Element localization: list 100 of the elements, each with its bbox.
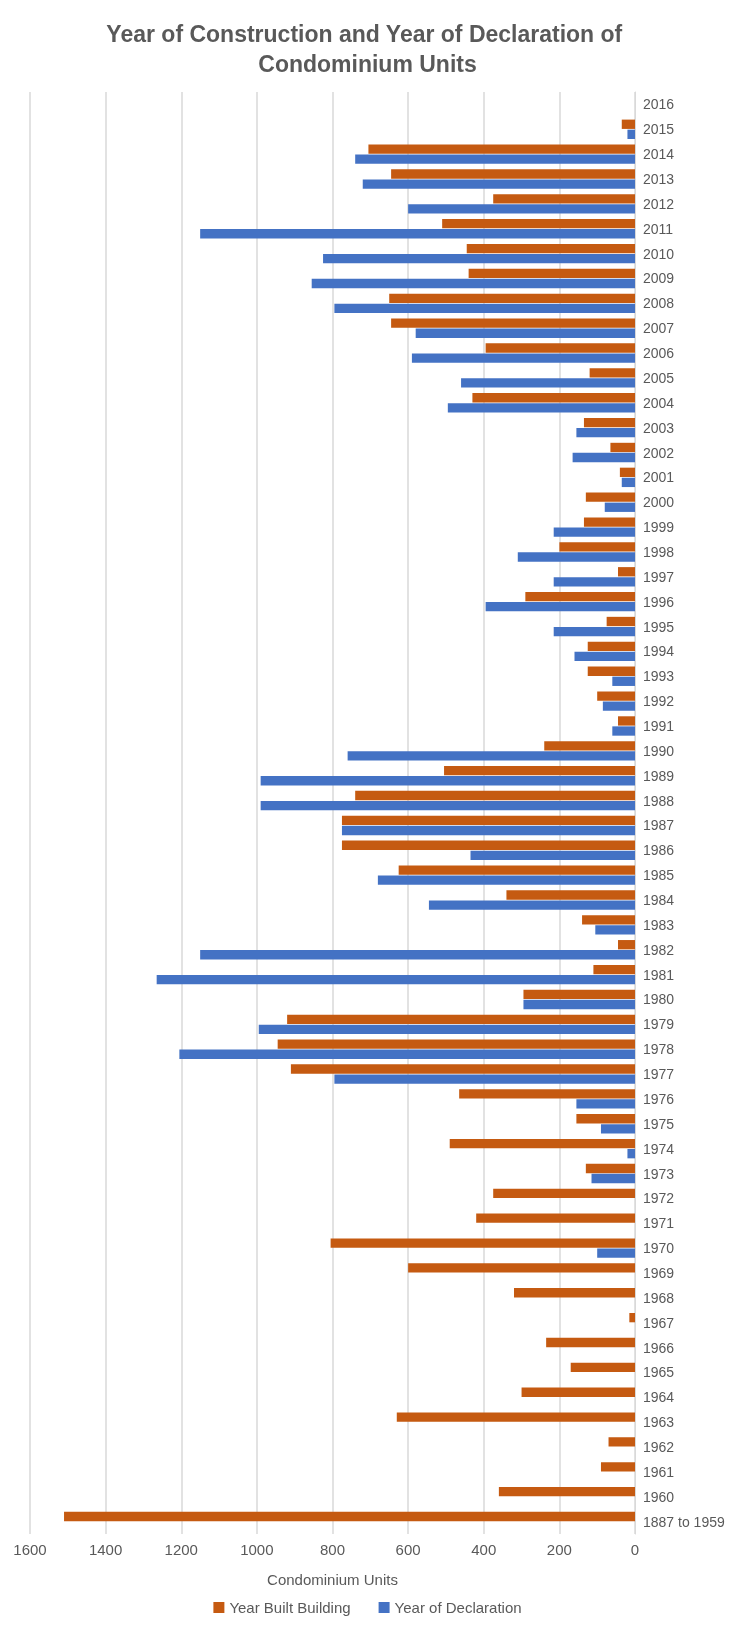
y-tick-label: 1887 to 1959: [643, 1513, 725, 1530]
y-tick-label: 2003: [643, 419, 675, 436]
bar: [589, 368, 635, 378]
bar: [506, 890, 635, 900]
bar: [608, 1437, 635, 1447]
bar: [629, 1312, 635, 1323]
x-tick-label: 400: [471, 1541, 497, 1558]
y-tick-label: 2005: [643, 369, 675, 386]
bar: [600, 1124, 635, 1134]
bar: [576, 1099, 635, 1109]
bar: [493, 194, 635, 204]
y-tick-label: 2004: [643, 394, 675, 411]
bar: [593, 964, 635, 975]
bar: [470, 850, 635, 860]
y-tick-label: 1962: [643, 1438, 675, 1455]
bar: [553, 626, 635, 637]
bar: [576, 428, 635, 438]
bar: [408, 1263, 635, 1273]
x-tick-label: 1200: [164, 1541, 198, 1558]
bar: [559, 542, 635, 552]
bar: [621, 119, 635, 129]
y-tick-label: 1979: [643, 1016, 675, 1033]
bar: [485, 602, 635, 612]
bar: [517, 552, 635, 562]
bar: [553, 527, 635, 537]
bar: [525, 591, 635, 602]
bar: [553, 577, 635, 587]
bar: [258, 1024, 635, 1035]
bar: [627, 1149, 635, 1159]
y-tick-label: 2008: [643, 295, 675, 312]
bar: [546, 1337, 635, 1348]
y-tick-label: 1988: [643, 792, 675, 809]
bar: [287, 1014, 635, 1024]
y-tick-label: 2001: [643, 469, 675, 486]
y-tick-label: 1965: [643, 1364, 675, 1381]
x-tick-label: 600: [395, 1541, 421, 1558]
bar: [334, 303, 635, 314]
y-tick-label: 1975: [643, 1115, 675, 1132]
bar: [444, 766, 635, 776]
y-tick-label: 1970: [643, 1240, 675, 1257]
y-tick-label: 2011: [643, 220, 674, 237]
bar: [576, 1114, 635, 1124]
x-tick-label: 1600: [13, 1541, 47, 1558]
bar: [574, 651, 635, 662]
bar: [323, 253, 635, 264]
bar: [606, 616, 635, 627]
bar: [396, 1412, 635, 1422]
x-tick-label: 1400: [88, 1541, 123, 1558]
bar: [523, 989, 635, 1000]
y-tick-label: 1994: [643, 643, 675, 660]
bar: [582, 915, 635, 925]
y-tick-label: 2015: [643, 121, 675, 138]
x-axis-title: Condominium Units: [267, 1571, 398, 1588]
bar: [604, 502, 635, 512]
bar: [330, 1238, 635, 1248]
bar: [544, 741, 635, 751]
bar: [389, 293, 635, 303]
y-tick-label: 1981: [643, 966, 675, 983]
bar: [260, 776, 635, 786]
bar: [610, 442, 635, 453]
y-tick-label: 1990: [643, 742, 675, 759]
bar: [587, 641, 635, 652]
bar: [179, 1049, 635, 1059]
y-tick-label: 1972: [643, 1190, 675, 1207]
bar: [415, 328, 635, 338]
bar: [493, 1188, 635, 1198]
y-tick-label: 1984: [643, 892, 675, 909]
bar: [600, 1462, 635, 1472]
bar: [583, 417, 635, 428]
y-tick-label: 1971: [643, 1215, 675, 1232]
bar: [627, 129, 635, 139]
bar: [521, 1387, 635, 1397]
y-tick-label: 1961: [643, 1463, 675, 1480]
y-tick-label: 1964: [643, 1389, 675, 1406]
y-tick-label: 1973: [643, 1165, 675, 1182]
y-tick-label: 2007: [643, 320, 675, 337]
y-tick-label: 1998: [643, 543, 675, 560]
bar: [362, 179, 635, 189]
y-tick-label: 1991: [643, 717, 675, 734]
bar: [277, 1039, 635, 1049]
y-tick-label: 1978: [643, 1041, 675, 1058]
bar: [459, 1089, 635, 1099]
y-tick-label: 2014: [643, 146, 675, 163]
bar: [311, 278, 635, 289]
bar: [290, 1064, 635, 1074]
legend-label: Year Built Building: [229, 1599, 351, 1616]
y-tick-label: 1983: [643, 916, 675, 933]
bar: [523, 999, 635, 1010]
y-tick-label: 1993: [643, 668, 675, 685]
bar: [472, 393, 635, 403]
bar: [341, 840, 635, 850]
y-tick-label: 2010: [643, 245, 675, 262]
bar: [200, 229, 635, 239]
bar: [428, 900, 635, 910]
bar: [570, 1362, 635, 1373]
bar: [485, 343, 635, 353]
bar: [355, 790, 635, 801]
bar: [466, 243, 635, 254]
x-tick-label: 200: [546, 1541, 572, 1558]
bar: [391, 169, 635, 179]
